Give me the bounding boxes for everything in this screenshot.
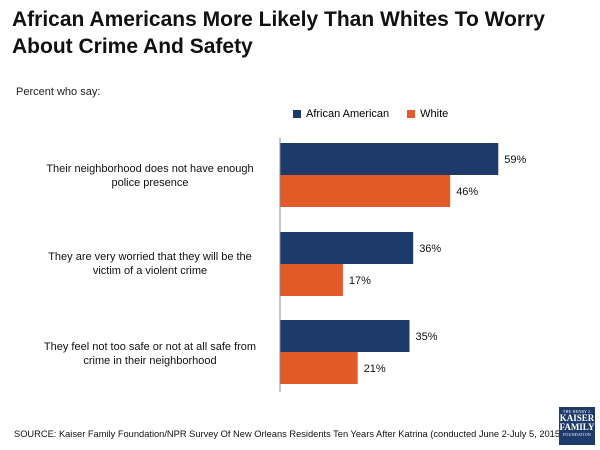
data-label: 21% [364,363,386,375]
category-label-line: police presence [111,177,189,189]
legend-swatch-african-american [293,110,301,118]
legend-label-white: White [420,108,449,120]
data-label: 46% [456,186,478,198]
bar-white-0 [280,175,451,207]
category-label-not-safe: They feel not too safe or not at all saf… [28,340,272,368]
source-note: SOURCE: Kaiser Family Foundation/NPR Sur… [14,429,564,439]
legend: African American White [293,108,448,120]
data-label: 59% [504,154,526,166]
kff-logo: THE HENRY J. KAISER FAMILY FOUNDATION [559,407,595,445]
category-label-line: victim of a violent crime [92,265,208,277]
data-label: 36% [419,243,441,255]
category-label-police-presence: Their neighborhood does not have enough … [28,162,272,190]
category-label-line: Their neighborhood does not have enough [46,163,254,175]
bar-african-american-2 [280,320,410,352]
legend-item-white: White [407,108,448,120]
category-label-line: They are very worried that they will be … [48,251,252,263]
legend-item-african-american: African American [293,108,389,120]
data-label: 17% [349,275,371,287]
logo-line: FAMILY [559,422,595,432]
category-label-line: They feel not too safe or not at all saf… [43,341,257,353]
logo-line: FOUNDATION [563,432,591,437]
data-label: 35% [416,331,438,343]
chart-title: African Americans More Likely Than White… [12,8,545,58]
logo-line: KAISER [559,413,595,423]
bar-white-2 [280,352,358,384]
legend-swatch-white [407,110,416,118]
category-label-violent-crime: They are very worried that they will be … [28,250,272,278]
legend-label-african-american: African American [306,108,390,120]
bar-african-american-0 [280,143,499,175]
logo-line: THE HENRY J. [562,409,592,414]
chart-subtitle: Percent who say: [16,86,101,98]
bar-white-1 [280,264,343,296]
category-label-line: crime in their neighborhood [83,355,217,367]
bar-african-american-1 [280,232,414,264]
